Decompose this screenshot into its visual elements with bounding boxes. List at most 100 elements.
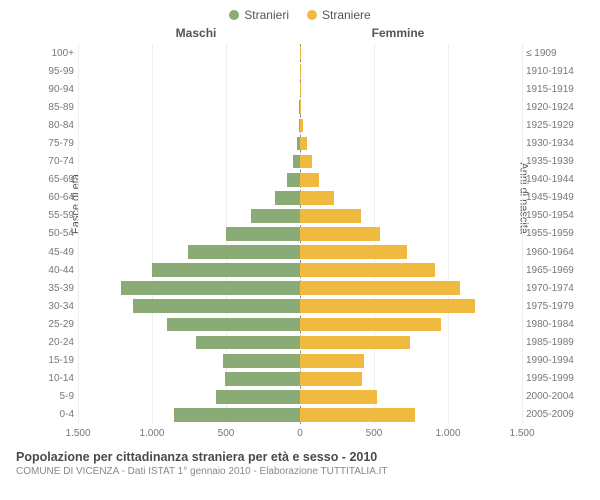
bar-male [121, 281, 300, 295]
bar-female [300, 173, 319, 187]
y-label-birth: ≤ 1909 [526, 44, 588, 62]
y-label-birth: 1980-1984 [526, 315, 588, 333]
y-label-birth: 1970-1974 [526, 279, 588, 297]
bar-row [78, 370, 522, 388]
bar-female [300, 372, 362, 386]
y-label-birth: 1960-1964 [526, 243, 588, 261]
y-label-birth: 1955-1959 [526, 225, 588, 243]
y-label-age: 90-94 [12, 80, 74, 98]
bar-row [78, 334, 522, 352]
bar-female [300, 137, 307, 151]
bar-male [287, 173, 300, 187]
y-label-age: 70-74 [12, 153, 74, 171]
bar-male [293, 155, 300, 169]
bar-female [300, 263, 435, 277]
y-label-age: 15-19 [12, 352, 74, 370]
bar-female [300, 336, 410, 350]
x-tick-label: 500 [366, 428, 383, 439]
y-label-birth: 1935-1939 [526, 153, 588, 171]
y-label-birth: 1985-1989 [526, 334, 588, 352]
population-pyramid-chart: Stranieri Straniere Maschi Femmine Fasce… [0, 0, 600, 500]
bar-female [300, 390, 377, 404]
y-label-birth: 1920-1924 [526, 98, 588, 116]
bar-row [78, 116, 522, 134]
x-tick-label: 1.000 [139, 428, 164, 439]
bar-female [300, 82, 301, 96]
bar-row [78, 315, 522, 333]
bar-row [78, 153, 522, 171]
y-labels-age: 100+95-9990-9485-8980-8475-7970-7465-696… [12, 44, 74, 424]
legend: Stranieri Straniere [8, 8, 592, 22]
bar-row [78, 225, 522, 243]
bar-male [196, 336, 300, 350]
y-label-birth: 1945-1949 [526, 189, 588, 207]
bar-row [78, 189, 522, 207]
y-label-birth: 2005-2009 [526, 406, 588, 424]
bar-row [78, 98, 522, 116]
y-label-age: 55-59 [12, 207, 74, 225]
bar-male [275, 191, 300, 205]
bar-row [78, 171, 522, 189]
y-label-age: 30-34 [12, 297, 74, 315]
gridline [522, 44, 523, 424]
x-tick-label: 0 [297, 428, 303, 439]
y-label-age: 75-79 [12, 134, 74, 152]
legend-item-female: Straniere [307, 8, 371, 22]
legend-label-male: Stranieri [244, 8, 289, 22]
y-label-age: 5-9 [12, 388, 74, 406]
plot-area: Fasce di età Anni di nascita 100+95-9990… [78, 44, 522, 424]
header-female: Femmine [372, 26, 425, 40]
bar-row [78, 134, 522, 152]
bar-female [300, 155, 312, 169]
header-male: Maschi [176, 26, 217, 40]
bar-row [78, 243, 522, 261]
y-label-age: 95-99 [12, 62, 74, 80]
y-label-age: 50-54 [12, 225, 74, 243]
bar-female [300, 299, 475, 313]
legend-item-male: Stranieri [229, 8, 289, 22]
bar-female [300, 100, 301, 114]
y-label-age: 20-24 [12, 334, 74, 352]
bar-row [78, 352, 522, 370]
column-headers: Maschi Femmine [78, 26, 522, 44]
bar-row [78, 279, 522, 297]
bar-row [78, 388, 522, 406]
y-label-birth: 1925-1929 [526, 116, 588, 134]
bar-male [152, 263, 300, 277]
bar-row [78, 406, 522, 424]
y-label-age: 100+ [12, 44, 74, 62]
y-label-birth: 1910-1914 [526, 62, 588, 80]
bar-female [300, 281, 460, 295]
y-labels-birth: ≤ 19091910-19141915-19191920-19241925-19… [526, 44, 588, 424]
bar-male [223, 354, 300, 368]
y-label-age: 25-29 [12, 315, 74, 333]
bar-row [78, 261, 522, 279]
y-label-age: 65-69 [12, 171, 74, 189]
bar-female [300, 408, 415, 422]
bar-female [300, 119, 303, 133]
bar-row [78, 44, 522, 62]
chart-title: Popolazione per cittadinanza straniera p… [16, 450, 584, 464]
bar-male [167, 318, 300, 332]
legend-label-female: Straniere [322, 8, 371, 22]
y-label-age: 85-89 [12, 98, 74, 116]
y-label-age: 35-39 [12, 279, 74, 297]
bar-female [300, 318, 441, 332]
y-label-birth: 1915-1919 [526, 80, 588, 98]
y-label-age: 60-64 [12, 189, 74, 207]
bar-row [78, 297, 522, 315]
bar-male [174, 408, 300, 422]
y-label-birth: 1930-1934 [526, 134, 588, 152]
bar-female [300, 191, 334, 205]
x-axis: 1.5001.00050005001.0001.500 [78, 428, 522, 444]
x-tick-label: 1.500 [509, 428, 534, 439]
bar-male [251, 209, 300, 223]
bar-female [300, 245, 407, 259]
swatch-female [307, 10, 317, 20]
chart-footer: Popolazione per cittadinanza straniera p… [8, 444, 592, 477]
y-label-birth: 1975-1979 [526, 297, 588, 315]
y-label-birth: 2000-2004 [526, 388, 588, 406]
bar-female [300, 209, 361, 223]
bar-row [78, 80, 522, 98]
bar-male [133, 299, 300, 313]
